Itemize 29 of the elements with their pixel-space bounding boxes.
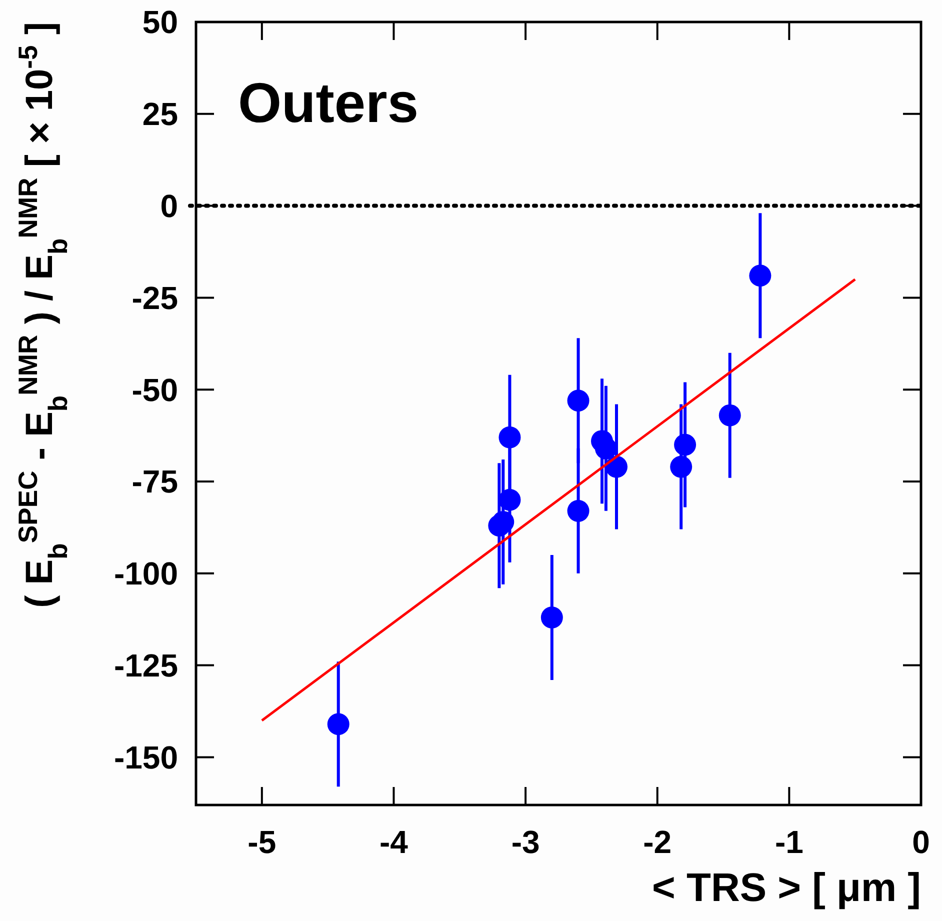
y-tick-label: 25 bbox=[142, 96, 178, 132]
x-tick-label: -2 bbox=[643, 824, 672, 860]
point bbox=[567, 390, 590, 412]
point bbox=[567, 500, 590, 522]
point bbox=[674, 434, 696, 456]
point bbox=[670, 456, 692, 478]
y-tick-label: -75 bbox=[132, 464, 178, 500]
x-tick-label: -5 bbox=[248, 824, 276, 860]
point bbox=[718, 404, 741, 426]
point bbox=[606, 456, 628, 478]
x-axis-title: < TRS > [ μm ] bbox=[652, 866, 921, 910]
y-tick-label: -50 bbox=[132, 372, 178, 408]
point bbox=[540, 606, 563, 629]
x-tick-label: -4 bbox=[380, 824, 408, 860]
point bbox=[498, 426, 521, 448]
y-tick-label: 0 bbox=[160, 188, 178, 224]
x-tick-label: -3 bbox=[511, 824, 540, 860]
text: Outers bbox=[238, 71, 418, 134]
y-tick-label: 50 bbox=[142, 4, 178, 40]
y-tick-label: -150 bbox=[114, 739, 178, 776]
point bbox=[498, 488, 521, 511]
x-tick-label: -1 bbox=[774, 824, 804, 860]
point bbox=[492, 510, 514, 533]
x-tick-label: 0 bbox=[912, 824, 930, 860]
y-tick-label: -25 bbox=[132, 280, 178, 316]
point bbox=[327, 713, 350, 736]
y-tick-label: -125 bbox=[114, 648, 178, 684]
point bbox=[749, 264, 772, 287]
y-tick-label: -100 bbox=[114, 556, 178, 592]
